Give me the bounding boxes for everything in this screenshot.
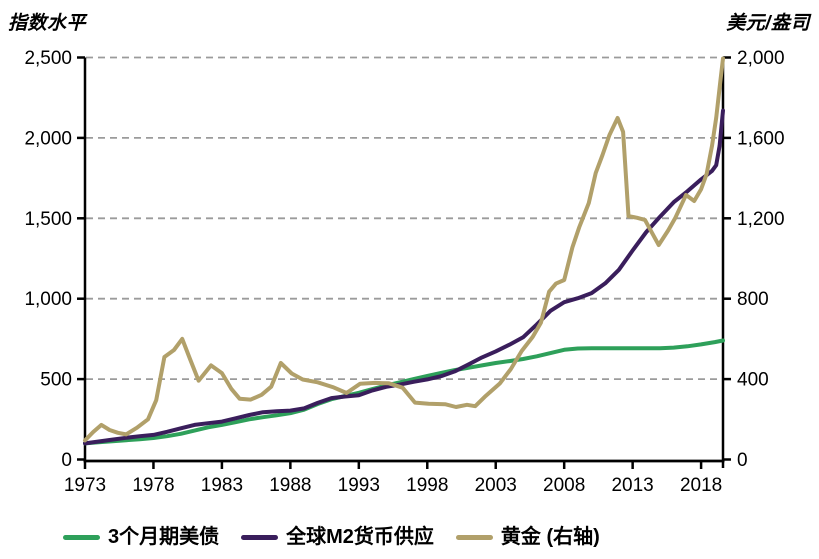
legend-swatch-icon [241,534,279,540]
x-axis-tick-label: 1988 [269,475,311,496]
right-axis-tick-label: 400 [737,370,769,391]
legend-item-2: 黄金 (右轴) [455,526,600,548]
legend-label: 黄金 (右轴) [500,526,600,548]
left-axis-tick-label: 1,000 [24,289,72,310]
left-axis-tick-label: 2,500 [24,48,72,69]
x-axis-tick-label: 2018 [680,475,722,496]
right-axis-tick-label: 0 [737,450,748,471]
series-line-0 [83,338,725,446]
x-axis-tick-label: 2003 [475,475,517,496]
x-axis-tick-label: 1973 [64,475,106,496]
legend-swatch-icon [63,534,100,540]
right-axis-tick-label: 1,600 [737,128,785,149]
legend-item-1: 全球M2货币供应 [241,527,434,547]
right-axis-tick-label: 800 [737,289,769,310]
left-axis-tick-label: 1,500 [24,209,72,230]
left-axis-tick-label: 500 [40,370,72,391]
x-axis-tick-label: 1983 [201,475,243,496]
legend-swatch-icon [455,534,493,540]
x-axis-tick-label: 1978 [132,475,174,496]
right-axis-title: 美元/盎司 [726,13,810,34]
right-axis-tick-label: 1,200 [737,209,785,230]
legend-item-0: 3个月期美债 [63,527,219,547]
legend-label: 全球M2货币供应 [286,526,434,548]
left-axis-tick-label: 2,000 [24,128,72,149]
chart-canvas: 0 500 1,000 1,500 2,000 2,500 0 400 800 1,200 1,60… [24,48,785,496]
left-axis-tick-label: 0 [61,450,72,471]
legend-label: 3个月期美债 [108,526,220,548]
chart-legend: 3个月期美债 全球M2货币供应 黄金 (右轴) [63,527,600,547]
x-axis-tick-label: 2008 [543,475,585,496]
left-axis-title: 指数水平 [8,13,87,34]
right-axis-tick-label: 2,000 [737,48,785,69]
x-axis-tick-label: 1998 [406,475,448,496]
x-axis-tick-label: 2013 [611,475,653,496]
series-line-1 [83,108,725,446]
x-axis-tick-label: 1993 [338,475,380,496]
series-line-2 [83,56,725,443]
